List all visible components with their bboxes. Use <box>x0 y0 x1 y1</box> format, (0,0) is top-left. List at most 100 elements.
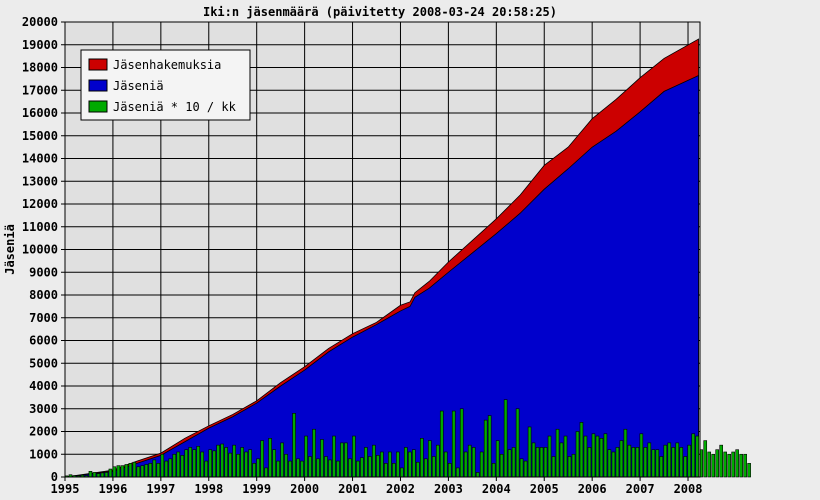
bar <box>567 456 572 478</box>
bar <box>731 451 735 478</box>
bar <box>451 410 456 478</box>
bar <box>372 444 376 478</box>
bar <box>455 467 460 478</box>
bar <box>627 444 632 478</box>
bar <box>723 451 727 478</box>
bar <box>288 460 292 478</box>
bar <box>276 460 280 478</box>
bar <box>539 447 544 478</box>
bar <box>320 439 324 478</box>
bar <box>300 460 304 478</box>
bar <box>172 453 177 478</box>
bar <box>599 438 604 478</box>
x-tick-label: 1995 <box>51 482 80 496</box>
y-ticks: 0 1000 2000 3000 4000 5000 6000 7000 8000 9000 100… <box>22 15 65 484</box>
bar <box>683 456 688 478</box>
y-tick-label: 19000 <box>22 38 58 52</box>
bar <box>671 447 676 478</box>
bar <box>487 415 492 478</box>
bar <box>192 449 197 478</box>
bar <box>296 458 300 478</box>
bar <box>543 447 548 478</box>
bar <box>404 447 408 478</box>
bar <box>312 428 316 478</box>
bar <box>467 444 472 478</box>
bar <box>164 460 169 478</box>
bar <box>743 453 747 478</box>
bar <box>535 447 540 478</box>
bar <box>280 442 284 478</box>
bar <box>188 447 193 478</box>
bar <box>439 410 444 478</box>
bar <box>248 449 252 478</box>
bar <box>200 451 205 478</box>
y-tick-label: 18000 <box>22 61 58 75</box>
bar <box>623 428 628 478</box>
bar <box>92 472 97 478</box>
legend-label: Jäseniä <box>113 79 164 93</box>
x-tick-label: 1997 <box>146 482 175 496</box>
bar <box>224 447 228 478</box>
bar <box>152 459 157 478</box>
x-tick-label: 1999 <box>242 482 271 496</box>
y-tick-label: 6000 <box>29 334 58 348</box>
bar <box>384 463 388 478</box>
bar <box>571 453 576 478</box>
bar <box>659 456 664 478</box>
legend-swatch <box>88 58 108 71</box>
y-tick-label: 14000 <box>22 152 58 166</box>
bar <box>356 460 360 478</box>
bar <box>140 465 145 478</box>
bar <box>511 447 516 478</box>
y-tick-label: 2000 <box>29 425 58 439</box>
x-tick-label: 2000 <box>290 482 319 496</box>
bar <box>260 440 264 478</box>
bar <box>499 453 504 478</box>
bar <box>240 447 244 478</box>
bar <box>727 453 731 478</box>
bar <box>160 453 165 478</box>
bar <box>352 435 356 478</box>
legend-swatch <box>88 100 108 113</box>
bar <box>256 458 260 478</box>
bar <box>555 428 560 478</box>
bar <box>507 449 512 478</box>
bar <box>591 433 596 478</box>
bar <box>196 445 201 478</box>
bar <box>220 443 224 478</box>
bar <box>272 449 276 478</box>
bar <box>587 447 592 478</box>
bar <box>687 444 692 478</box>
y-tick-label: 4000 <box>29 379 58 393</box>
bar <box>419 438 424 478</box>
bar <box>463 451 468 478</box>
bar <box>643 447 648 478</box>
bar <box>324 456 328 478</box>
x-tick-label: 2008 <box>674 482 703 496</box>
bar <box>639 433 644 478</box>
bar <box>392 463 396 478</box>
bar <box>423 458 428 478</box>
bar <box>168 458 173 478</box>
bar <box>427 440 432 478</box>
bar <box>156 463 161 478</box>
bar <box>435 444 440 478</box>
legend: Jäsenhakemuksia Jäseniä Jäseniä * 10 / kk <box>80 49 251 121</box>
bar <box>124 464 129 478</box>
bar <box>655 449 660 478</box>
bar <box>735 449 739 478</box>
y-tick-label: 11000 <box>22 220 58 234</box>
x-ticks: 1995 1996 1997 1998 1999 2000 2001 2002 2003 2004… <box>51 477 703 496</box>
y-tick-label: 0 <box>51 470 58 484</box>
x-tick-label: 1996 <box>98 482 127 496</box>
bar <box>563 435 568 478</box>
bar <box>264 467 268 478</box>
y-tick-label: 16000 <box>22 106 58 120</box>
bar <box>236 453 240 478</box>
bar <box>120 465 125 478</box>
bar <box>695 435 700 478</box>
bar <box>316 458 320 478</box>
chart-title: Iki:n jäsenmäärä (päivitetty 2008-03-24 … <box>203 5 557 19</box>
bar <box>595 435 600 478</box>
bar <box>707 451 712 478</box>
